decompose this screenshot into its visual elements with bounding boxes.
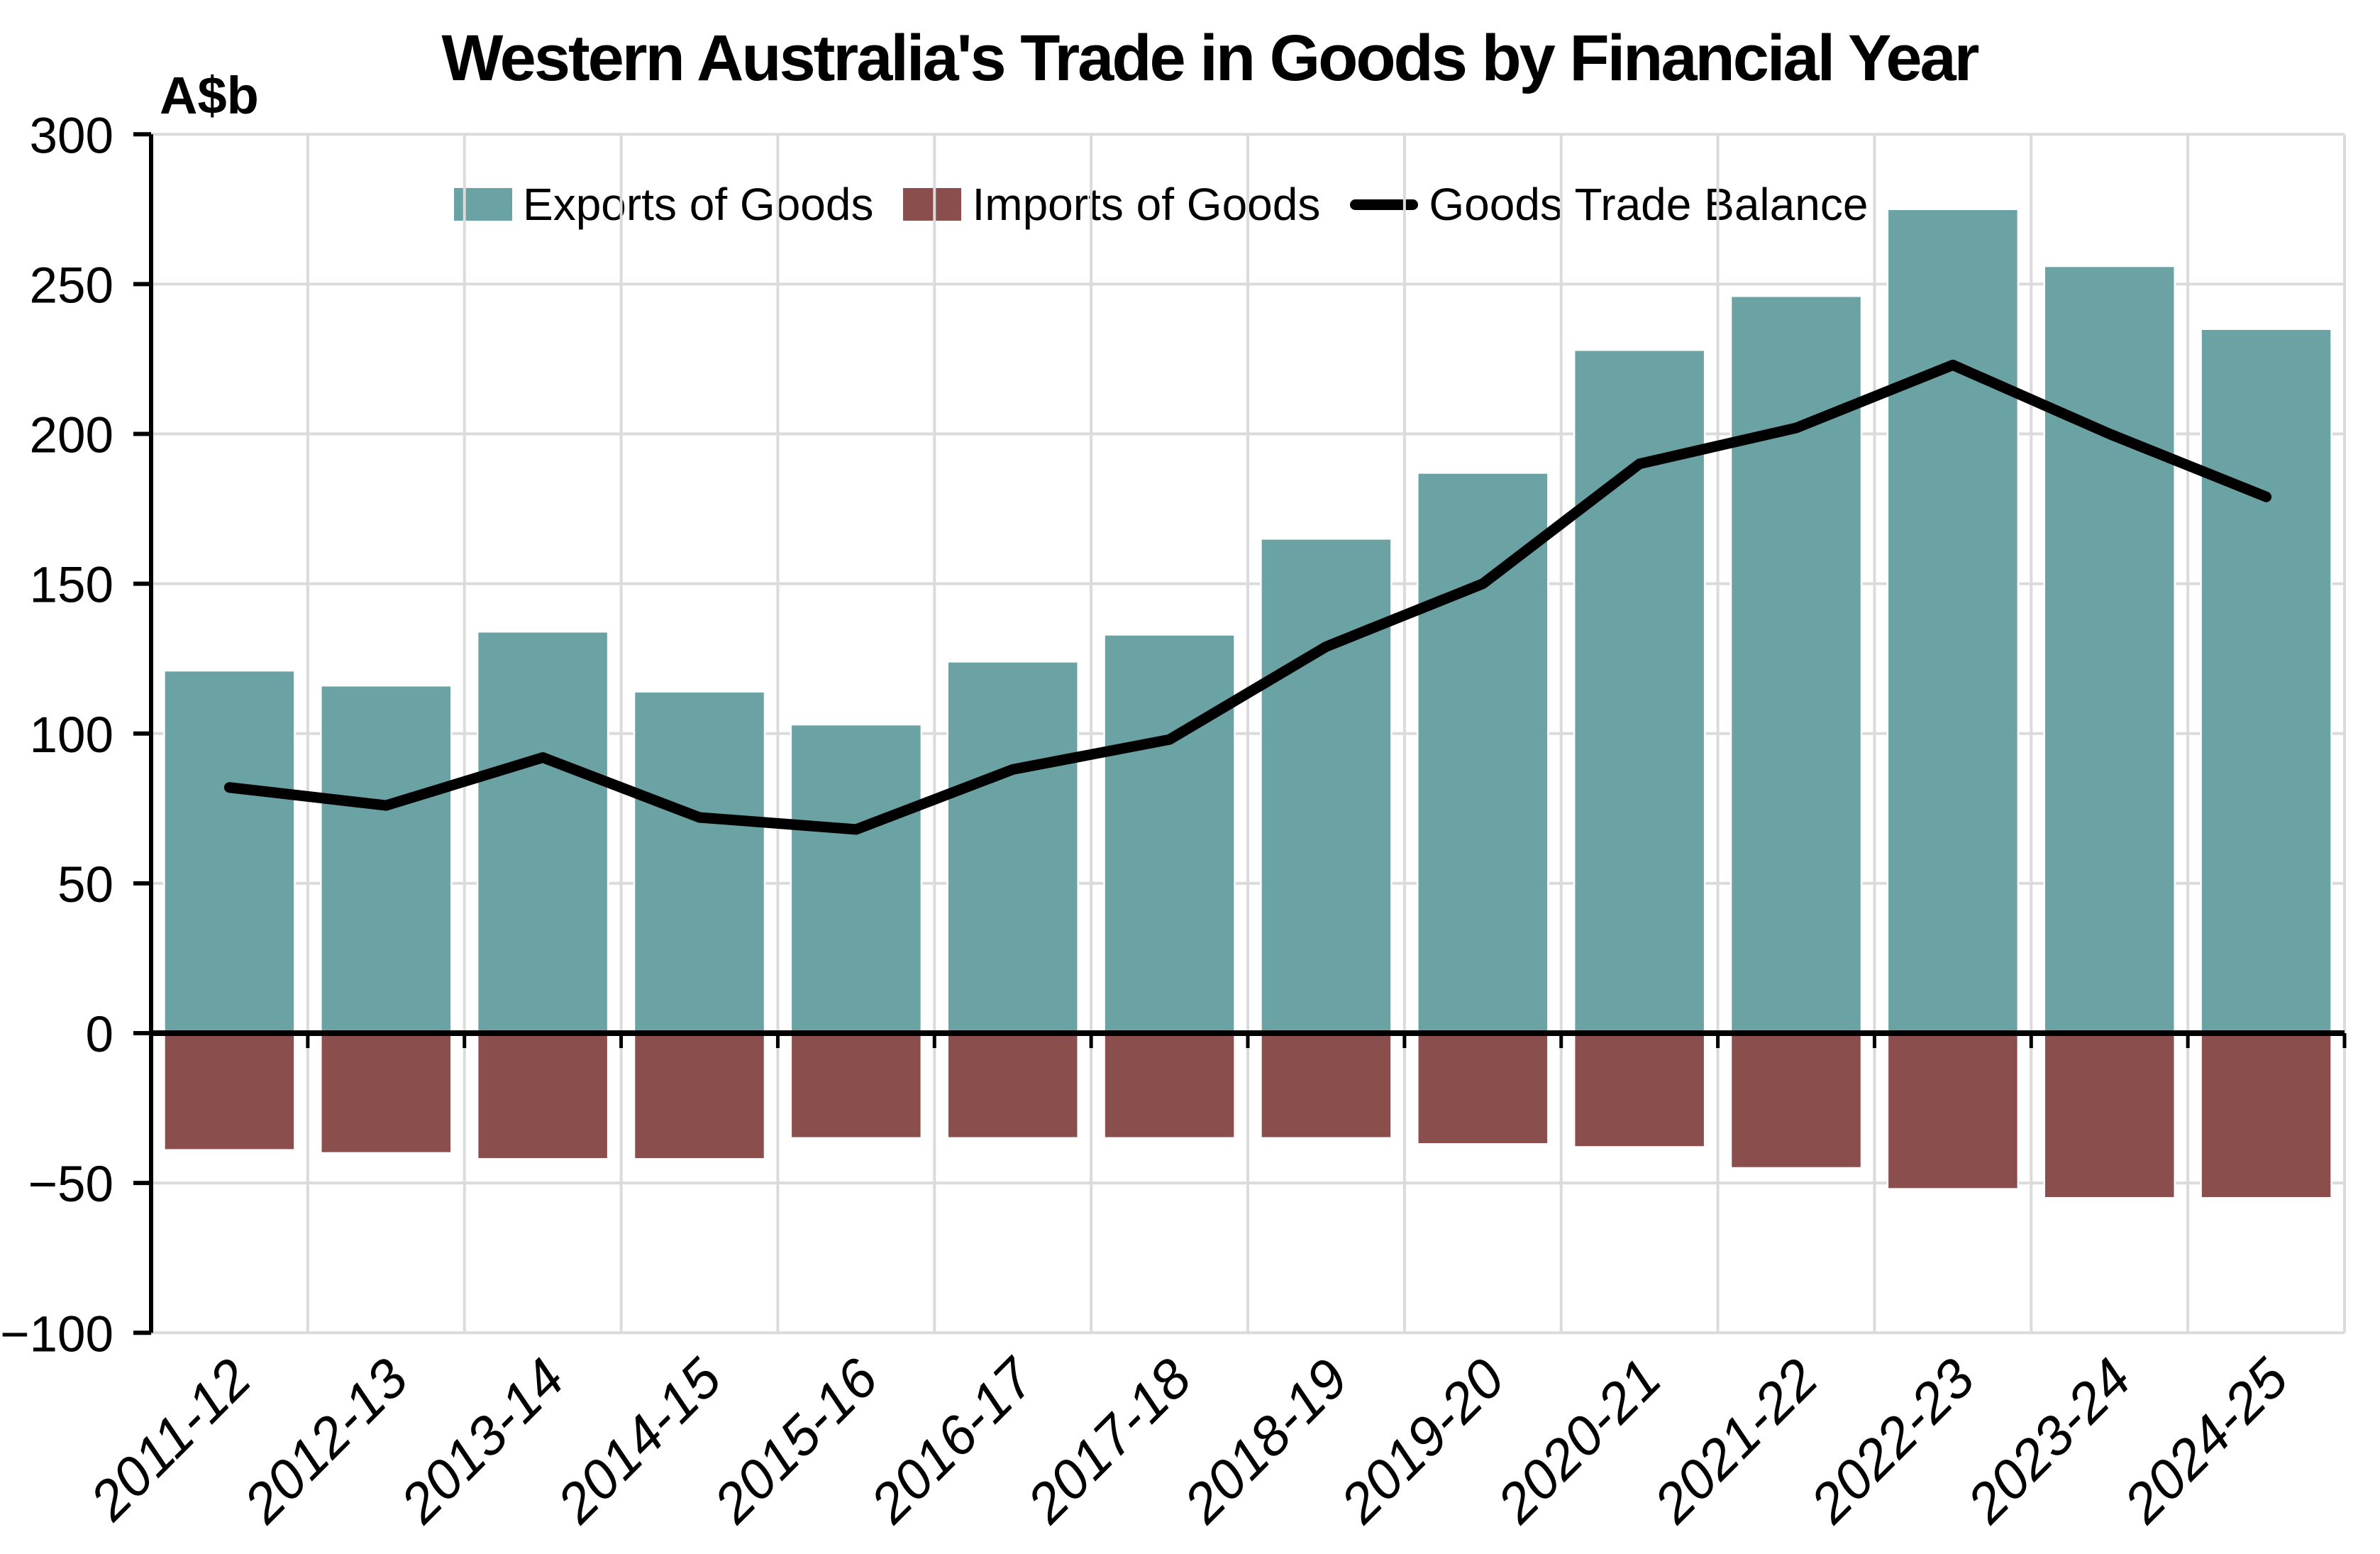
- import-bar: [1729, 1032, 1863, 1169]
- x-tick-label: 2019-20: [1328, 1347, 1516, 1535]
- y-axis-unit-label: A$b: [160, 66, 259, 125]
- imports-swatch-icon: [903, 188, 962, 221]
- legend-item-balance: Goods Trade Balance: [1350, 182, 1868, 227]
- export-bar: [790, 723, 923, 1035]
- y-axis: [133, 132, 153, 1335]
- export-bar: [2043, 265, 2176, 1035]
- y-tick-label: −100: [0, 1306, 114, 1362]
- export-bar: [1886, 208, 2020, 1035]
- export-bar: [633, 690, 766, 1035]
- balance-line-group: [223, 359, 2272, 835]
- y-tick-label: 50: [57, 857, 114, 913]
- export-bar: [320, 684, 453, 1035]
- x-tick-label: 2012-13: [231, 1347, 419, 1535]
- import-bar: [163, 1032, 296, 1151]
- export-bar: [2200, 328, 2332, 1035]
- import-bar: [1886, 1032, 2020, 1190]
- export-bar: [1729, 295, 1863, 1035]
- x-tick-label: 2018-19: [1171, 1347, 1359, 1535]
- export-bar: [1103, 634, 1236, 1035]
- y-tick-labels: 300 250 200 150 100 50 0 −50 −100: [0, 108, 114, 1362]
- zero-axis: [149, 1030, 2347, 1048]
- y-tick-label: 250: [30, 258, 114, 314]
- import-bar: [1573, 1032, 1706, 1148]
- import-bar: [946, 1032, 1079, 1140]
- import-bar: [476, 1032, 609, 1160]
- import-bar: [320, 1032, 453, 1155]
- import-bar: [2043, 1032, 2176, 1199]
- bars-exports: [163, 208, 2332, 1035]
- balance-line-swatch-icon: [1350, 199, 1419, 210]
- import-bar: [790, 1032, 923, 1140]
- export-bar: [1260, 538, 1393, 1035]
- x-tick-label: 2020-21: [1485, 1347, 1673, 1535]
- legend-label-balance: Goods Trade Balance: [1429, 179, 1869, 230]
- legend-label-exports: Exports of Goods: [523, 179, 874, 230]
- y-tick-label: 150: [30, 558, 114, 614]
- x-tick-label: 2024-25: [2111, 1346, 2300, 1535]
- y-tick-label: 100: [30, 707, 114, 764]
- x-tick-label: 2023-24: [1954, 1347, 2142, 1535]
- export-bar: [163, 669, 296, 1035]
- x-tick-label: 2014-15: [545, 1346, 734, 1535]
- import-bar: [1260, 1032, 1393, 1140]
- legend-item-exports: Exports of Goods: [454, 182, 873, 227]
- y-tick-label: 0: [86, 1007, 114, 1063]
- export-bar: [476, 630, 609, 1035]
- export-bar: [1417, 472, 1549, 1035]
- x-tick-label: 2017-18: [1014, 1347, 1202, 1535]
- x-tick-label: 2013-14: [388, 1347, 576, 1535]
- import-bar: [2200, 1032, 2332, 1199]
- export-bar: [946, 661, 1079, 1035]
- legend-label-imports: Imports of Goods: [972, 179, 1321, 230]
- x-tick-label: 2022-23: [1798, 1347, 1986, 1535]
- bars-imports: [163, 1032, 2332, 1199]
- import-bar: [1417, 1032, 1549, 1145]
- balance-line: [223, 359, 2272, 835]
- chart-title: Western Australia's Trade in Goods by Fi…: [441, 22, 1980, 94]
- x-tick-labels: 2011-122012-132013-142014-152015-162016-…: [77, 1345, 2300, 1535]
- x-tick-label: 2021-22: [1642, 1347, 1830, 1535]
- y-tick-label: 200: [30, 408, 114, 464]
- import-bar: [633, 1032, 766, 1160]
- legend-item-imports: Imports of Goods: [903, 182, 1320, 227]
- y-tick-label: 300: [30, 108, 114, 164]
- x-tick-label: 2015-16: [702, 1346, 890, 1535]
- x-tick-label: 2016-17: [858, 1345, 1047, 1535]
- legend: Exports of Goods Imports of Goods Goods …: [454, 182, 1868, 227]
- import-bar: [1103, 1032, 1236, 1140]
- x-tick-label: 2011-12: [77, 1347, 262, 1532]
- y-tick-label: −50: [28, 1157, 114, 1213]
